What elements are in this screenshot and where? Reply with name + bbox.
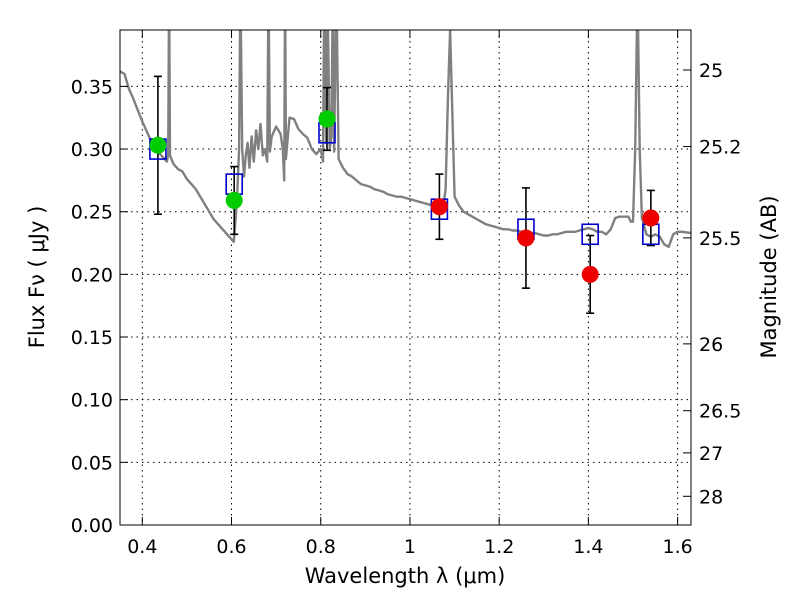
model-markers (149, 121, 660, 246)
observed-point (430, 198, 448, 216)
y2-axis-title: Magnitude (AB) (757, 195, 781, 358)
observed-point (318, 110, 336, 128)
y2-tick-label: 27 (699, 443, 723, 465)
y-tick-label: 0.00 (71, 515, 113, 537)
x-tick-label: 1 (404, 536, 416, 558)
y2-tick-label: 25 (699, 60, 723, 82)
y2-tick-label: 25.2 (699, 137, 741, 159)
x-axis: 0.4 0.6 0.8 1 1.2 1.4 1.6 (127, 30, 693, 558)
y-tick-label: 0.05 (71, 452, 113, 474)
y2-tick-label: 26 (699, 334, 723, 356)
spectrum-line (120, 30, 691, 249)
y-tick-label: 0.20 (71, 264, 113, 286)
x-tick-label: 1.2 (484, 536, 514, 558)
x-axis-title: Wavelength λ (μm) (305, 564, 506, 588)
y-tick-label: 0.35 (71, 76, 113, 98)
y2-tick-label: 25.5 (699, 228, 741, 250)
plot-frame (119, 29, 692, 526)
observed-point (517, 229, 535, 247)
y2-tick-label: 26.5 (699, 401, 741, 423)
y2-tick-label: 28 (699, 486, 723, 508)
x-tick-label: 1.6 (663, 536, 693, 558)
observed-point (225, 191, 243, 209)
y-tick-label: 0.10 (71, 390, 113, 412)
y2-axis: 25 25.2 25.5 26 26.5 27 28 (683, 60, 741, 508)
model-square-marker (581, 223, 599, 246)
y-axis: 0.00 0.05 0.10 0.15 0.20 0.25 0.30 0.35 (71, 76, 128, 537)
observed-markers (149, 110, 660, 283)
y-tick-label: 0.25 (71, 202, 113, 224)
observed-point (149, 136, 167, 154)
observed-point (642, 209, 660, 227)
x-tick-label: 0.8 (306, 536, 336, 558)
x-tick-label: 1.4 (573, 536, 603, 558)
grid (120, 30, 691, 526)
y-tick-label: 0.30 (71, 139, 113, 161)
x-tick-label: 0.6 (216, 536, 246, 558)
y-axis-title: Flux Fν ( μJy ) (25, 206, 49, 349)
observed-point (581, 265, 599, 283)
plot-area (120, 30, 691, 315)
y-tick-label: 0.15 (71, 327, 113, 349)
x-tick-label: 0.4 (127, 536, 157, 558)
